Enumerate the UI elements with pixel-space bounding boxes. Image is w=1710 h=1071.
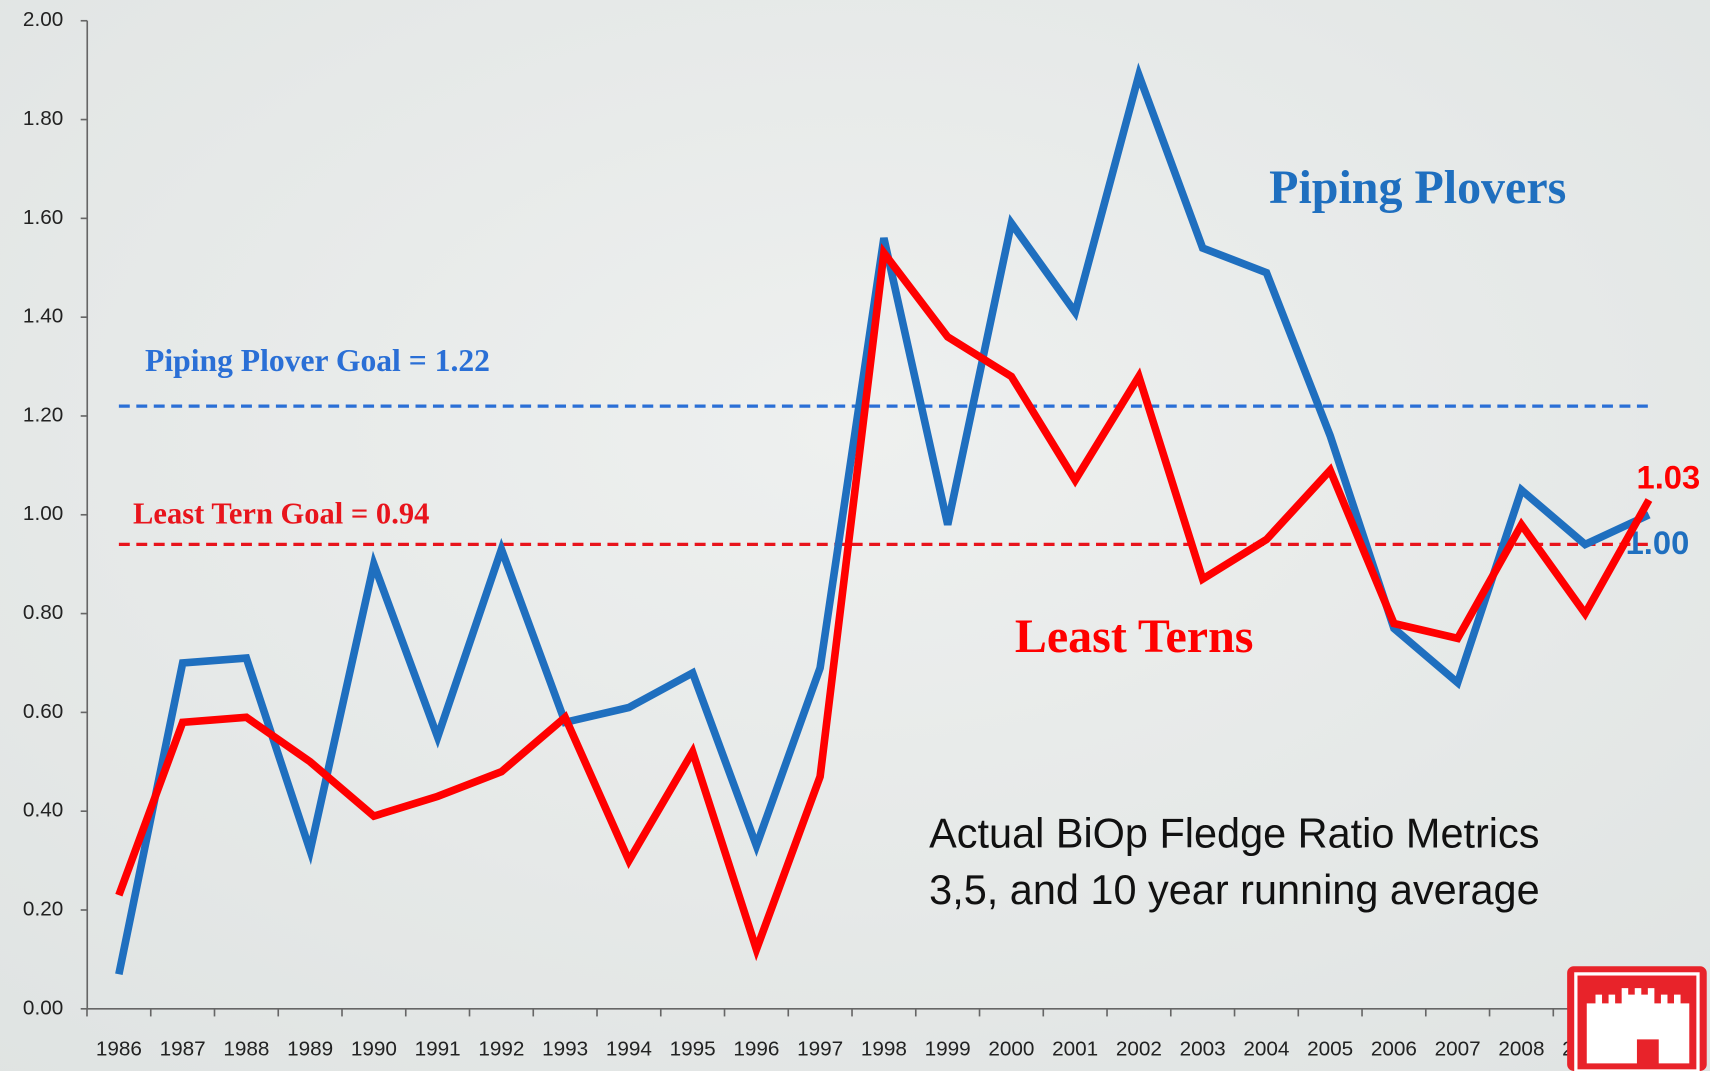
logo	[1567, 966, 1707, 1071]
x-tick-label: 1997	[797, 1038, 843, 1061]
x-tick-label: 1996	[733, 1038, 779, 1061]
series-line	[115, 62, 1651, 975]
x-tick-label: 1989	[287, 1038, 333, 1061]
x-tick-label: 1998	[861, 1038, 907, 1061]
x-tick-label: 1988	[223, 1038, 269, 1061]
goal-label: Piping Plover Goal = 1.22	[145, 343, 490, 378]
x-tick-label: 2007	[1435, 1038, 1481, 1061]
x-tick-label: 1999	[925, 1038, 971, 1061]
x-tick-label: 2004	[1243, 1038, 1289, 1061]
goal-label: Least Tern Goal = 0.94	[133, 497, 429, 531]
x-tick-label: 1990	[351, 1038, 397, 1061]
x-tick-label: 2008	[1498, 1038, 1544, 1061]
x-tick-label: 1992	[478, 1038, 524, 1061]
x-tick-label: 2003	[1180, 1038, 1226, 1061]
data-label: 1.03	[1637, 459, 1701, 496]
y-tick-label: 1.60	[23, 206, 63, 229]
x-tick-label: 2006	[1371, 1038, 1417, 1061]
x-tick-label: 2001	[1052, 1038, 1098, 1061]
y-tick-label: 2.00	[23, 8, 63, 31]
x-tick-label: 1993	[542, 1038, 588, 1061]
y-tick-label: 0.60	[23, 700, 63, 723]
legend-label: Least Terns	[1015, 610, 1254, 663]
y-tick-label: 0.40	[23, 799, 63, 822]
y-tick-label: 1.00	[23, 502, 63, 525]
x-tick-label: 1994	[606, 1038, 652, 1061]
x-tick-label: 1986	[96, 1038, 142, 1061]
y-tick-label: 0.20	[23, 897, 63, 920]
x-tick-label: 2000	[988, 1038, 1034, 1061]
y-tick-label: 1.40	[23, 305, 63, 328]
y-tick-label: 1.80	[23, 107, 63, 130]
series-line	[115, 243, 1653, 962]
y-tick-label: 1.20	[23, 403, 63, 426]
y-tick-label: 0.80	[23, 601, 63, 624]
annotation: 3,5, and 10 year running average	[929, 866, 1539, 913]
legend-label: Piping Plovers	[1269, 161, 1566, 214]
x-tick-label: 1987	[160, 1038, 206, 1061]
annotation: Actual BiOp Fledge Ratio Metrics	[929, 809, 1539, 856]
x-tick-label: 1995	[670, 1038, 716, 1061]
y-tick-label: 0.00	[23, 996, 63, 1019]
x-tick-label: 2002	[1116, 1038, 1162, 1061]
x-tick-label: 1991	[415, 1038, 461, 1061]
x-tick-label: 2005	[1307, 1038, 1353, 1061]
